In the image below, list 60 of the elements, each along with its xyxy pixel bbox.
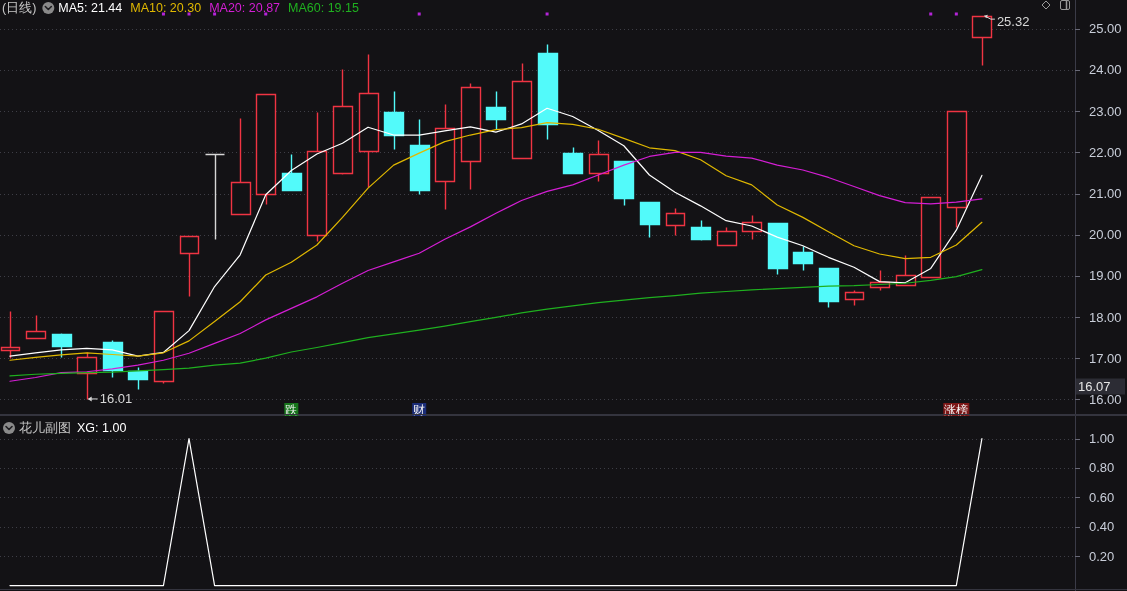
candlestick (179, 235, 200, 298)
line-series (9, 269, 983, 377)
candlestick (690, 219, 712, 242)
text: MA5: 21.44 (58, 1, 123, 15)
y-tick-label: 22.00 (1089, 144, 1122, 160)
text: 16.07 (1078, 379, 1111, 394)
candlestick (511, 62, 533, 160)
candlestick (665, 207, 686, 237)
candlestick (716, 226, 738, 247)
y-tick-label: 0.40 (1089, 519, 1115, 535)
candlestick (25, 314, 47, 340)
candlestick (767, 222, 789, 276)
candlestick (434, 103, 456, 211)
chart-title: (日线) (2, 1, 37, 15)
candlestick (332, 68, 354, 176)
y-tick-label: 16.00 (1089, 391, 1122, 407)
y-tick-label: 19.00 (1089, 268, 1122, 284)
candlestick (0, 310, 21, 360)
y-tick-label: 20.00 (1089, 227, 1122, 243)
candlestick (613, 160, 635, 207)
candlestick (844, 289, 865, 307)
candlestick (230, 117, 252, 216)
text: 25.32 (996, 13, 1030, 29)
candlestick (409, 118, 431, 196)
y-tick-label: 21.00 (1089, 186, 1122, 201)
candlestick (946, 110, 968, 229)
candlestick (818, 267, 840, 309)
y-tick-label: 0.60 (1089, 489, 1115, 505)
text: XG: 1.00 (77, 421, 127, 435)
text: MA60: 19.15 (288, 1, 359, 15)
candlestick (383, 90, 405, 151)
candlestick (920, 196, 942, 279)
y-tick-label: 1.00 (1089, 431, 1115, 447)
candlestick (792, 245, 814, 272)
y-tick-label: 17.00 (1089, 350, 1122, 366)
text: MA20: 20.87 (209, 1, 281, 15)
candlestick (562, 146, 584, 175)
candlestick (639, 201, 661, 239)
candlestick (127, 366, 149, 391)
text: MA10: 20.30 (130, 1, 202, 15)
y-tick-label: 24.00 (1089, 62, 1122, 78)
candlestick (537, 43, 559, 141)
y-tick-label: 25.00 (1089, 21, 1122, 37)
candlestick (51, 332, 73, 359)
y-tick-label: 0.80 (1089, 460, 1115, 476)
candlestick (281, 153, 303, 192)
chart-title: 花儿副图 (19, 421, 71, 435)
candlestick (204, 153, 226, 241)
candlestick (460, 82, 482, 191)
y-tick-label: 0.20 (1089, 548, 1115, 564)
y-tick-label: 18.00 (1089, 309, 1122, 325)
line-series (9, 151, 983, 382)
y-tick-label: 23.00 (1089, 103, 1122, 119)
candlestick (306, 111, 328, 243)
candlestick (153, 310, 175, 385)
candlestick (255, 93, 277, 206)
candlestick (485, 90, 507, 131)
candlestick (588, 139, 610, 183)
annotation: 16.01 (99, 391, 133, 407)
candlestick (358, 53, 380, 189)
